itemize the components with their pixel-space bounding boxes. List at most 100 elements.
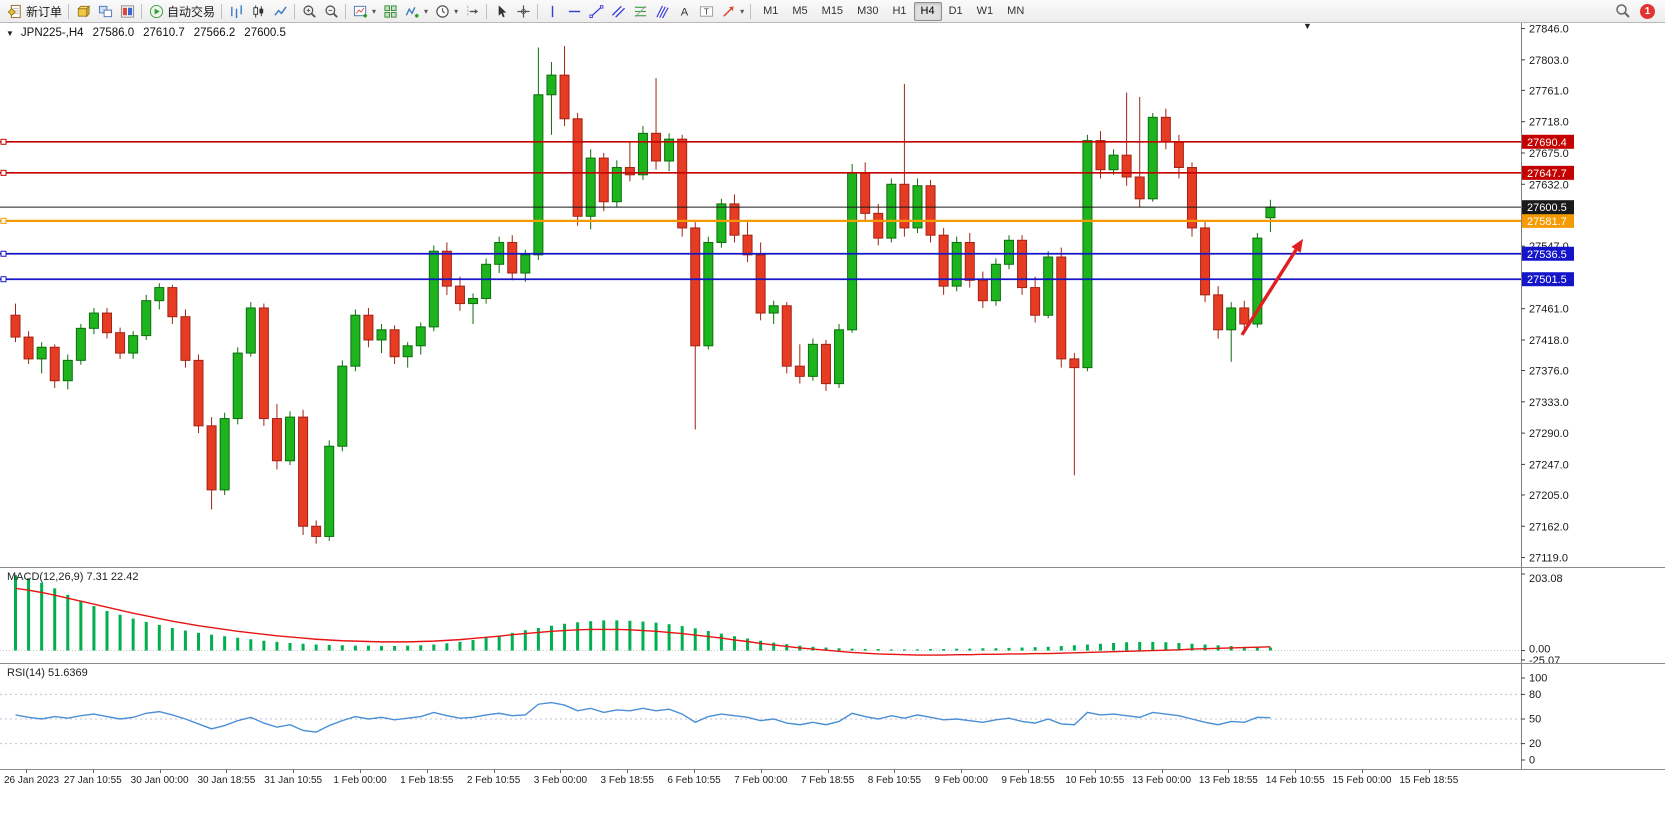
candle-body: [193, 359, 204, 427]
market-watch-button[interactable]: [116, 2, 138, 21]
horizontal-line-27647.7[interactable]: 27647.7: [0, 165, 1574, 180]
candle-body: [977, 279, 988, 302]
candle: [115, 327, 126, 359]
line-anchor-handle[interactable]: [0, 138, 7, 145]
macd-histogram-bar: [563, 623, 567, 651]
macd-histogram-bar: [889, 649, 893, 651]
bar-chart-button[interactable]: [225, 2, 247, 21]
macd-histogram-bar: [510, 632, 514, 651]
timeframe-mn[interactable]: MN: [1007, 5, 1025, 17]
candle: [807, 338, 818, 381]
macd-panel[interactable]: 203.08 0.00 -25.07 MACD(12,26,9) 7.31 22.4…: [0, 567, 1665, 663]
candle-body: [1095, 140, 1106, 171]
annotation-arrow[interactable]: [1240, 238, 1303, 336]
candle-body: [703, 241, 714, 347]
candle-body: [128, 335, 139, 354]
time-tick: [1362, 770, 1363, 773]
autotrading-button[interactable]: 自动交易: [145, 2, 218, 21]
rsi-panel[interactable]: 100 80 50 20 0 RSI(14) 51.6369: [0, 663, 1665, 769]
time-label: 7 Feb 18:55: [800, 775, 855, 786]
time-axis[interactable]: 26 Jan 2023 27 Jan 10:55 30 Jan 00:00 30 Ja…: [0, 769, 1665, 790]
search-icon[interactable]: [1615, 3, 1631, 19]
tile-windows-button[interactable]: [379, 2, 401, 21]
timeframe-h4[interactable]: H4: [913, 1, 942, 21]
label-tool-button[interactable]: T: [695, 2, 717, 21]
arrows-tool-button[interactable]: ▾: [717, 2, 747, 21]
line-anchor-handle[interactable]: [0, 276, 7, 283]
candle: [350, 309, 361, 372]
timeframe-m15[interactable]: M15: [821, 5, 844, 17]
chart-shift-button[interactable]: [461, 2, 483, 21]
candlestick-chart[interactable]: 27846.0 27803.0 27761.0 27718.0 27675.0 27632…: [0, 22, 1665, 567]
candle-body: [36, 346, 47, 360]
line-chart-button[interactable]: [269, 2, 291, 21]
macd-indicator-chart[interactable]: 203.08 0.00-25.07: [0, 568, 1665, 663]
horizontal-line-27690.4[interactable]: 27690.4: [0, 134, 1574, 149]
candle: [1043, 251, 1054, 319]
candle: [1213, 286, 1224, 339]
macd-histogram-bar: [183, 630, 187, 651]
profiles-button[interactable]: [72, 2, 94, 21]
zoom-out-button[interactable]: [320, 2, 342, 21]
dropdown-caret-icon[interactable]: ▾: [424, 6, 429, 16]
profiles-icon: [75, 3, 91, 19]
fibonacci-tool-button[interactable]: [629, 2, 651, 21]
candle-body: [1147, 116, 1158, 200]
timeframe-w1[interactable]: W1: [976, 5, 994, 17]
channel-tool-button[interactable]: [607, 2, 629, 21]
dropdown-caret-icon[interactable]: ▾: [740, 6, 745, 16]
macd-histogram-bar: [27, 578, 31, 651]
time-tick: [159, 770, 161, 773]
time-label: 7 Feb 00:00: [734, 775, 788, 786]
line-anchor-handle[interactable]: [0, 169, 7, 176]
timeframe-m30[interactable]: M30: [857, 5, 879, 17]
trendline-tool-button[interactable]: [585, 2, 607, 21]
timeframe-m5[interactable]: M5: [792, 5, 808, 17]
charts-window-button[interactable]: [94, 2, 116, 21]
pitchfork-tool-button[interactable]: [651, 2, 673, 21]
notification-badge[interactable]: 1: [1640, 3, 1655, 19]
main-chart-panel[interactable]: 27846.0 27803.0 27761.0 27718.0 27675.0 27632…: [0, 22, 1665, 567]
macd-histogram-bar: [929, 649, 933, 651]
symbol-dropdown-icon[interactable]: ▼: [6, 28, 14, 38]
rsi-indicator-chart[interactable]: 100 80 50 20 0: [0, 664, 1665, 769]
dropdown-caret-icon[interactable]: ▾: [372, 6, 377, 16]
macd-histogram-bar: [105, 610, 109, 651]
candle-body: [1173, 141, 1184, 169]
vertical-line-tool-button[interactable]: [541, 2, 563, 21]
macd-histogram-bar: [144, 621, 148, 651]
horizontal-line-27536.5[interactable]: 27536.5: [0, 246, 1574, 261]
time-tick: [694, 770, 695, 773]
macd-histogram-bar: [380, 646, 384, 651]
horizontal-line-27501.5[interactable]: 27501.5: [0, 272, 1574, 286]
chart-shift-marker[interactable]: ▼: [1303, 21, 1312, 31]
timeframe-m1[interactable]: M1: [763, 5, 779, 17]
macd-histogram-bar: [968, 648, 972, 651]
horizontal-line-27581.7[interactable]: 27581.7: [0, 213, 1574, 228]
candle: [376, 323, 387, 354]
crosshair-tool-button[interactable]: [512, 2, 534, 21]
dropdown-caret-icon[interactable]: ▾: [454, 6, 459, 16]
zoom-in-button[interactable]: [298, 2, 320, 21]
autoscroll-button[interactable]: ▾: [431, 2, 461, 21]
candle-body: [729, 203, 740, 236]
new-chart-button[interactable]: ▾: [349, 2, 379, 21]
macd-axis-label: 203.08: [1529, 573, 1563, 585]
add-indicator-button[interactable]: ▾: [401, 2, 431, 21]
macd-histogram-bar: [1242, 646, 1246, 651]
cursor-tool-button[interactable]: [490, 2, 512, 21]
horizontal-line-tool-button[interactable]: [563, 2, 585, 21]
text-tool-button[interactable]: A: [673, 2, 695, 21]
line-anchor-handle[interactable]: [0, 217, 7, 224]
timeframe-h1[interactable]: H1: [892, 5, 907, 17]
macd-histogram-bar: [40, 582, 44, 651]
candle-body: [258, 307, 269, 420]
line-anchor-handle[interactable]: [0, 250, 7, 257]
time-label: 15 Feb 18:55: [1399, 775, 1459, 786]
candle-body: [1186, 167, 1197, 229]
new-order-button[interactable]: 新订单: [4, 2, 65, 21]
candle-body: [376, 329, 387, 341]
candlestick-chart-button[interactable]: [247, 2, 269, 21]
price-axis-label: 27461.0: [1529, 304, 1569, 316]
timeframe-d1[interactable]: D1: [948, 5, 963, 17]
